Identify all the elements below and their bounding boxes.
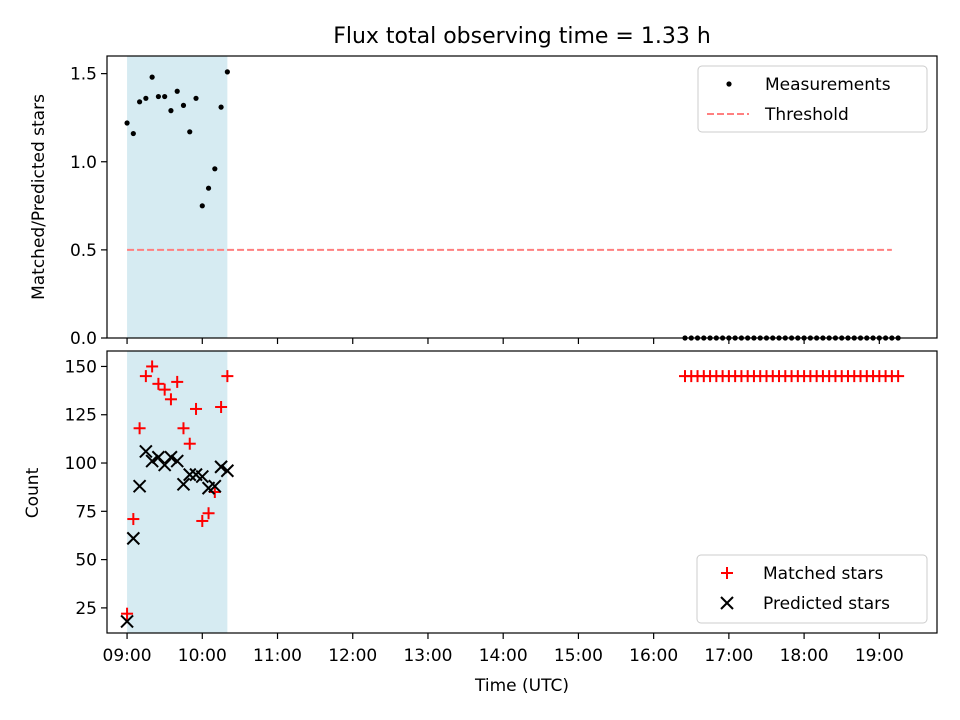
predicted-stars-point [220,464,235,478]
bottom-y-tick-label: 125 [65,406,97,426]
measurement-point [199,203,205,209]
matched-stars-point [146,360,159,373]
bottom-y-tick-label: 50 [75,551,97,571]
measurement-point [155,93,162,100]
x-tick-label: 18:00 [780,646,829,666]
top-panel: 0.0 0.5 1.0 1.5 Matched/Predicted stars Mea… [29,55,938,349]
matched-stars-point [133,422,146,435]
matched-stars-point [177,422,190,435]
matched-stars-point [164,393,177,406]
bottom-y-tick-label: 150 [65,357,97,377]
measurement-point [193,95,199,101]
top-panel-frame [106,55,938,339]
predicted-stars-point [151,450,166,464]
legend-measurements-marker [726,81,732,87]
bottom-legend: Matched stars Predicted stars [696,554,928,624]
top-y-axis-label: Matched/Predicted stars [29,94,49,300]
legend-threshold-label: Threshold [764,105,849,125]
top-y-tick-label: 1.0 [70,153,97,173]
bottom-y-tick-label: 25 [75,599,97,619]
x-tick-label: 14:00 [479,646,528,666]
x-tick-label: 19:00 [855,646,904,666]
matched-stars-point [190,402,203,415]
top-legend-box [697,65,928,133]
bottom-y-axis-label: Count [23,467,43,518]
matched-stars-point [171,375,184,388]
top-shaded-span [127,56,228,338]
predicted-stars-point [183,467,197,482]
predicted-stars-point [139,444,153,459]
measurement-point [174,88,180,94]
predicted-stars-point [157,458,172,472]
matched-stars-point [208,486,221,498]
predicted-stars-point [214,460,228,474]
legend-matched-marker [721,567,733,579]
predicted-stars-point [208,479,222,493]
x-tick-label: 16:00 [629,646,678,666]
matched-stars-point [196,514,209,527]
matched-stars-point [221,370,234,383]
measurement-point [124,120,130,126]
matched-stars-point [121,607,134,620]
x-tick-label: 09:00 [103,646,152,666]
x-axis-label: Time (UTC) [474,676,569,696]
bottom-y-tick-label: 75 [75,502,97,522]
top-y-tick-label: 0.5 [70,241,97,261]
matched-stars-point [139,370,152,383]
bottom-panel: 25 50 75 100 125 150 09:00 10:00 11:00 12:00 13:0… [23,350,938,696]
top-legend: Measurements Threshold [697,65,928,133]
predicted-stars-point [132,479,147,493]
measurement-point [162,93,168,100]
bottom-legend-box [696,554,928,624]
x-tick-label: 15:00 [554,646,603,666]
predicted-stars-point [164,450,178,464]
x-tick-label: 13:00 [403,646,452,666]
measurement-point [224,69,230,75]
measurement-point [187,129,193,135]
measurement-point [143,95,149,101]
measurement-point [218,104,224,110]
predicted-stars-point [126,531,141,546]
predicted-stars-point [176,477,191,491]
matched-stars-point [215,401,228,414]
x-tick-label: 11:00 [253,646,302,666]
x-tick-label: 10:00 [178,646,227,666]
legend-matched-label: Matched stars [763,564,883,584]
top-y-tick-label: 1.5 [70,65,97,85]
chart-title: Flux total observing time = 1.33 h [333,24,711,49]
bottom-y-tick-label: 100 [65,454,97,474]
x-tick-label: 12:00 [328,646,377,666]
predicted-stars-point [170,454,184,468]
x-tick-label: 17:00 [704,646,753,666]
predicted-stars-point [195,469,209,484]
predicted-stars-point [145,454,159,468]
legend-predicted-marker [720,596,734,610]
matched-stars-point [183,437,196,450]
measurement-point [212,166,218,172]
matched-stars-point [158,383,171,396]
matched-stars-point [127,513,140,526]
measurement-point [168,108,174,114]
predicted-stars-point [120,614,134,629]
legend-predicted-label: Predicted stars [763,594,890,614]
bottom-panel-frame [106,350,938,634]
measurement-point [136,99,143,105]
measurement-point [149,74,155,80]
matched-stars-point [152,377,165,390]
measurement-point [130,130,136,137]
legend-measurements-label: Measurements [765,75,891,95]
measurement-point [205,185,212,191]
matched-stars-point [892,370,905,383]
matched-stars-point [202,507,215,520]
measurement-point [180,102,187,108]
top-y-tick-label: 0.0 [70,329,97,349]
